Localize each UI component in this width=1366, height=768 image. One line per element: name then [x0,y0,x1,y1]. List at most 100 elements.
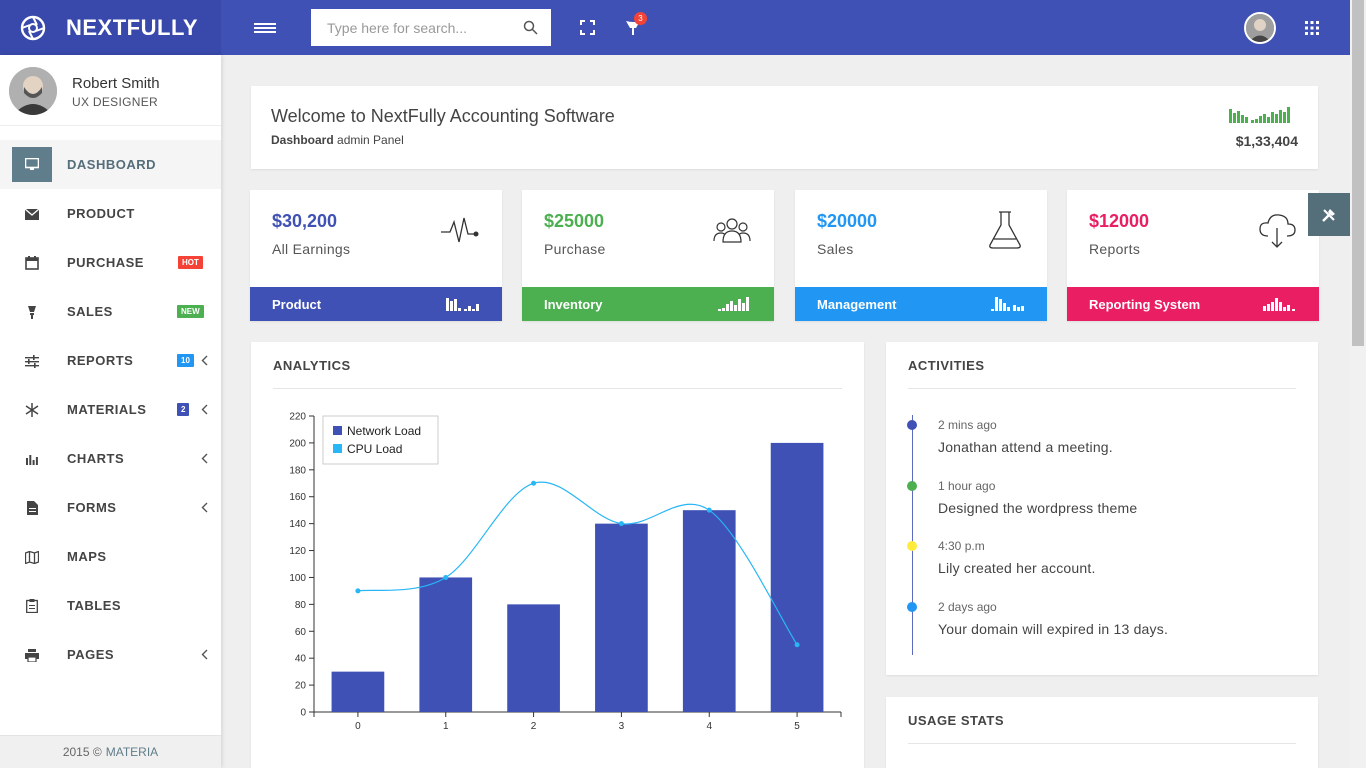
sidebar-item-forms[interactable]: FORMS [0,483,221,532]
stat-label: Sales [817,241,854,257]
stat-card-purchase: $25000 Purchase Inventory [522,190,774,321]
y-tick-label: 120 [289,546,306,557]
sidebar-item-label: TABLES [67,598,122,613]
sidebar-item-label: PURCHASE [67,255,144,270]
timeline-dot [907,602,917,612]
avatar[interactable] [1244,12,1276,44]
stat-card-earnings: $30,200 All Earnings Product [250,190,502,321]
activity-time: 2 days ago [938,600,997,614]
sidebar-item-maps[interactable]: MAPS [0,532,221,581]
y-tick-label: 160 [289,492,306,503]
stat-card-sales: $20000 Sales Management [795,190,1047,321]
welcome-panel: Welcome to NextFully Accounting Software… [251,86,1318,169]
sidebar-item-label: PAGES [67,647,115,662]
sparkline-bars-icon [991,297,1024,311]
bar-chart-icon [24,451,40,467]
chart-point [706,507,712,513]
activity-time: 2 mins ago [938,418,997,432]
panel-title: USAGE STATS [908,713,1005,728]
sidebar-item-charts[interactable]: CHARTS [0,434,221,483]
search-input[interactable] [327,19,527,36]
status-badge: NEW [177,305,204,318]
sidebar-item-pages[interactable]: PAGES [0,630,221,679]
chevron-left-icon [201,649,208,660]
divider [273,388,842,389]
divider [908,388,1296,389]
list-item: 2 mins ago Jonathan attend a meeting. [938,418,1113,455]
breadcrumb-rest: admin Panel [333,133,404,147]
user-avatar-icon [1246,14,1274,42]
user-name: Robert Smith [72,75,160,92]
envelope-icon [24,206,40,222]
sidebar-item-materials[interactable]: MATERIALS 2 [0,385,221,434]
footer-brand-link[interactable]: MATERIA [105,745,159,759]
lightbulb-icon [24,304,40,320]
activity-text: Jonathan attend a meeting. [938,439,1113,455]
chevron-left-icon [201,502,208,513]
activity-text: Designed the wordpress theme [938,500,1138,516]
document-icon [24,500,40,516]
monitor-icon [12,147,52,182]
printer-icon [24,647,40,663]
asterisk-icon [24,402,40,418]
stat-value: $12000 [1089,211,1150,231]
user-panel: Robert Smith UX DESIGNER [0,55,221,126]
footer-year: 2015 © [62,745,102,759]
sidebar-item-product[interactable]: PRODUCT [0,189,221,238]
stat-footer-label: Inventory [544,296,603,312]
top-bar: NEXTFULLY 3 [0,0,1350,55]
avatar[interactable] [9,67,57,115]
chart-bar [770,442,824,712]
user-avatar-icon [9,67,57,115]
stat-footer-label: Management [817,296,897,312]
stat-footer-reporting-system[interactable]: Reporting System [1067,287,1319,321]
user-role: UX DESIGNER [72,95,158,109]
status-badge: 2 [177,403,190,416]
apps-grid-icon[interactable] [1305,21,1319,35]
page-title: Welcome to NextFully Accounting Software [271,106,615,126]
stat-card-reports: $12000 Reports Reporting System [1067,190,1319,321]
activity-time: 1 hour ago [938,479,996,493]
y-tick-label: 180 [289,465,306,476]
chart-point [443,574,449,580]
chevron-left-icon [201,355,208,366]
sidebar-item-reports[interactable]: REPORTS 10 [0,336,221,385]
breadcrumb-bold: Dashboard [271,133,334,147]
sidebar-item-purchase[interactable]: PURCHASE HOT [0,238,221,287]
fullscreen-icon[interactable] [580,20,595,35]
timeline-dot [907,481,917,491]
y-tick-label: 140 [289,519,306,530]
y-tick-label: 0 [300,708,306,719]
sidebar-item-tables[interactable]: TABLES [0,581,221,630]
search-icon[interactable] [523,20,538,35]
sidebar-item-label: DASHBOARD [67,157,156,172]
x-tick-label: 1 [443,721,449,732]
legend-swatch [333,444,342,453]
y-tick-label: 40 [295,654,307,665]
stat-footer-product[interactable]: Product [250,287,502,321]
sparkline-bars-icon [1263,298,1295,311]
total-amount: $1,33,404 [1235,133,1298,149]
sidebar-item-label: FORMS [67,500,117,515]
notification-count-badge: 3 [634,12,647,25]
activity-text: Lily created her account. [938,560,1096,576]
settings-toggle-button[interactable] [1308,193,1350,236]
sidebar-item-label: SALES [67,304,113,319]
legend-swatch [333,426,342,435]
timeline-dot [907,420,917,430]
brand[interactable]: NEXTFULLY [0,0,221,55]
chart-legend [322,415,439,465]
x-tick-label: 2 [531,721,537,732]
sidebar-item-sales[interactable]: SALES NEW [0,287,221,336]
hamburger-menu-icon[interactable] [254,18,276,38]
chart-bar [331,671,385,712]
scrollbar-thumb[interactable] [1352,0,1364,346]
analytics-chart: 0 20 40 60 80 100 120 140 160 180 200 220 0 1 2 3 4 5 Netw… [289,412,842,732]
stat-footer-management[interactable]: Management [795,287,1047,321]
stat-footer-inventory[interactable]: Inventory [522,287,774,321]
stat-label: Reports [1089,241,1141,257]
sidebar-item-dashboard[interactable]: DASHBOARD [0,140,221,189]
chart-bar [682,510,736,712]
y-tick-label: 20 [295,681,307,692]
sparkline-bars-icon [1229,107,1290,123]
